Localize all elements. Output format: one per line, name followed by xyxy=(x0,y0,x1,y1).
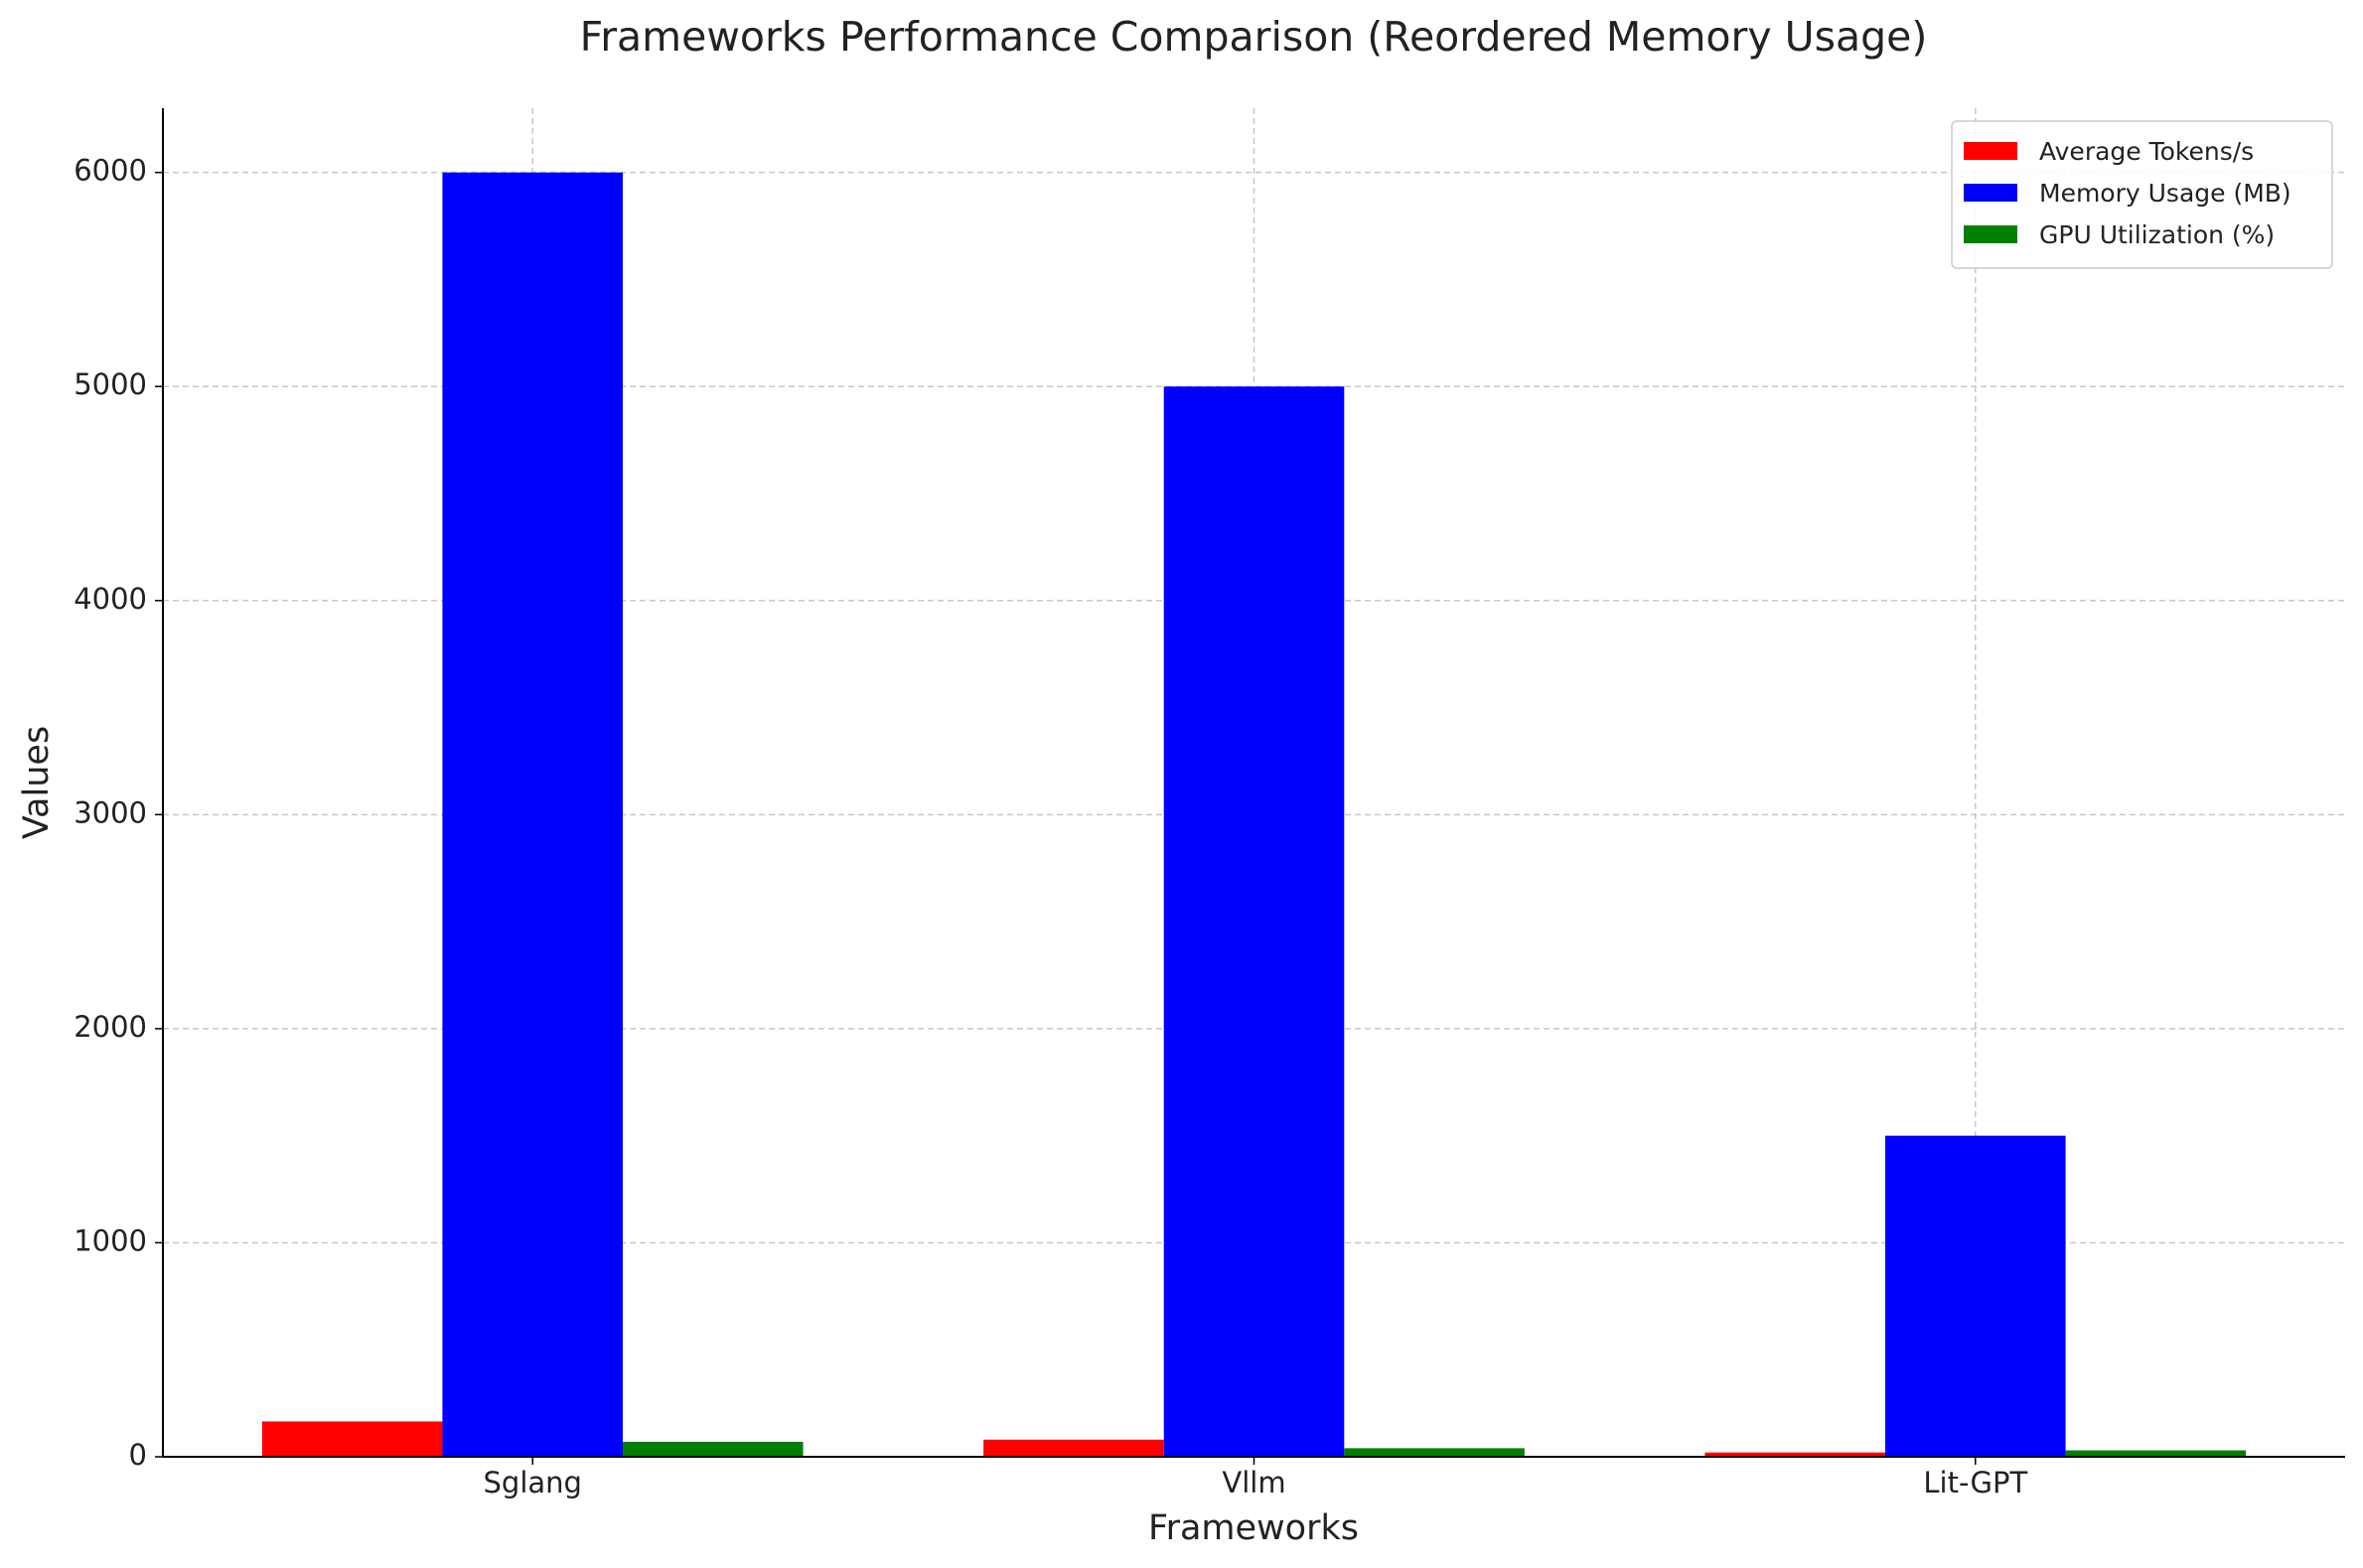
legend-label: Memory Usage (MB) xyxy=(2039,179,2291,208)
y-tick-label: 2000 xyxy=(74,1010,147,1044)
y-tick-label: 6000 xyxy=(74,154,147,188)
bar xyxy=(1163,386,1345,1458)
y-tick-label: 5000 xyxy=(74,367,147,401)
bar xyxy=(1704,1452,1885,1457)
legend-swatch xyxy=(1964,225,2017,243)
legend-box xyxy=(1951,120,2333,269)
bar xyxy=(2065,1450,2247,1457)
bar xyxy=(623,1441,804,1457)
x-tick-label: Sglang xyxy=(484,1466,582,1499)
bar xyxy=(442,172,624,1458)
legend-swatch xyxy=(1964,142,2017,160)
y-tick-label: 0 xyxy=(129,1438,147,1472)
bar xyxy=(1344,1448,1525,1457)
y-tick-label: 1000 xyxy=(74,1223,147,1257)
bar xyxy=(1884,1135,2066,1457)
x-tick-label: Lit-GPT xyxy=(1923,1466,2027,1499)
y-tick-label: 3000 xyxy=(74,795,147,829)
y-tick-label: 4000 xyxy=(74,582,147,616)
bar xyxy=(261,1421,443,1457)
bar xyxy=(983,1439,1164,1457)
x-tick-label: Vllm xyxy=(1222,1466,1285,1499)
y-axis-label: Values xyxy=(17,726,57,839)
x-axis-label: Frameworks xyxy=(1148,1508,1359,1548)
legend-label: GPU Utilization (%) xyxy=(2039,220,2275,249)
legend-swatch xyxy=(1964,184,2017,202)
chart-title: Frameworks Performance Comparison (Reord… xyxy=(580,13,1928,61)
legend-label: Average Tokens/s xyxy=(2039,137,2254,166)
